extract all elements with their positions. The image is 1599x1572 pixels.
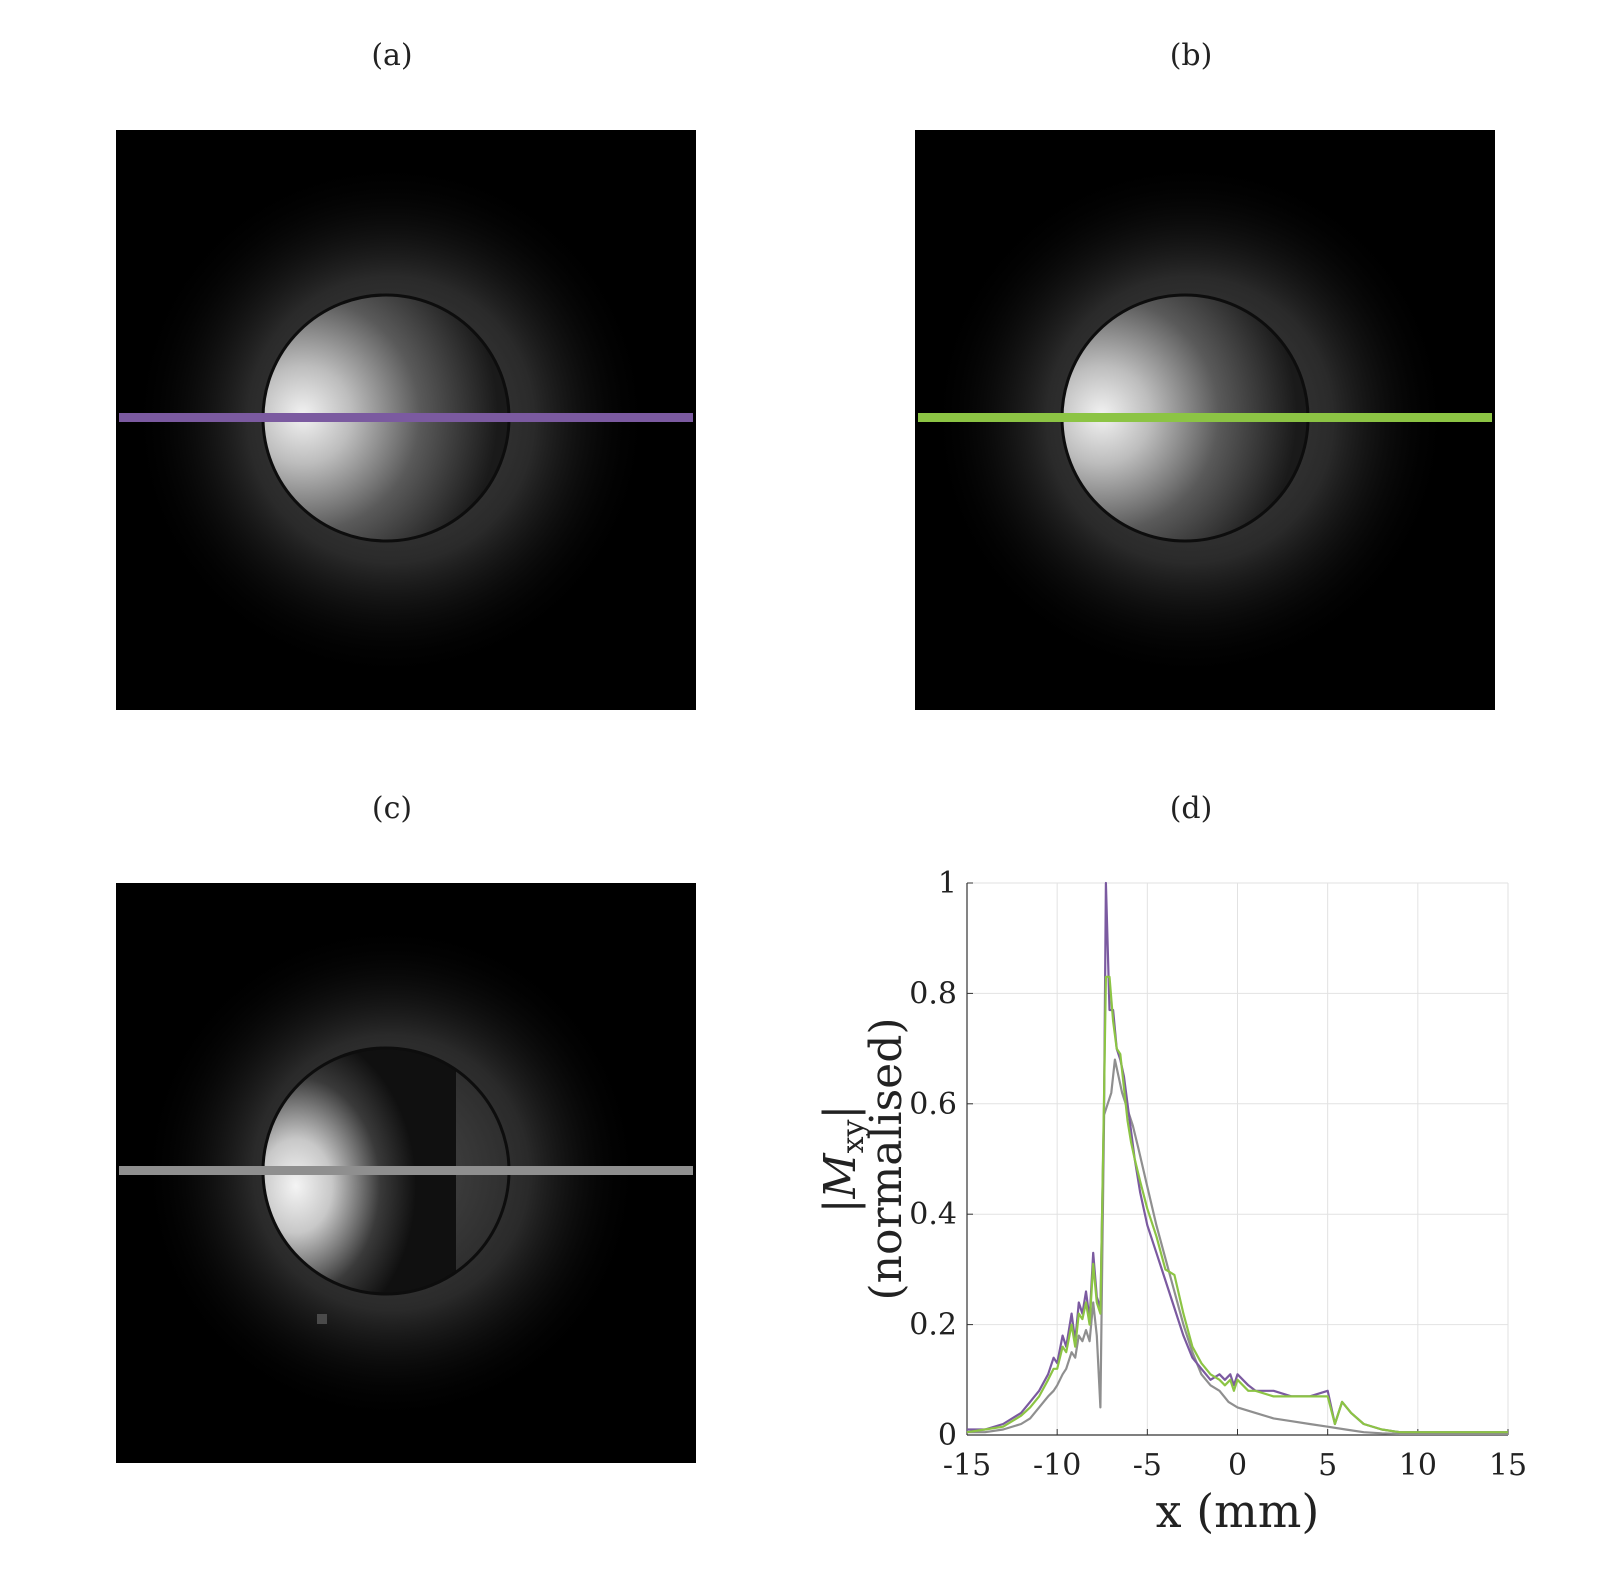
x-tick-label: -5 <box>1133 1448 1162 1483</box>
panel-label-d: (d) <box>1169 791 1213 826</box>
x-tick-label: 15 <box>1489 1448 1527 1483</box>
x-tick-label: -15 <box>943 1448 991 1483</box>
profile-plot: -15 -10 -5 0 5 10 15 0 0.2 0.4 0.6 0.8 1 x (mm) |Mxy|(… <box>815 866 1527 1538</box>
mri-image-a <box>116 130 696 710</box>
y-axis-label-symbol: |Mxy| <box>815 1105 871 1214</box>
profile-line-green <box>918 413 1492 422</box>
x-axis-label: x (mm) <box>1156 1484 1320 1538</box>
y-tick-label: 0.6 <box>909 1087 957 1122</box>
y-tick-label: 0.4 <box>909 1197 957 1232</box>
y-tick-label: 0.2 <box>909 1308 957 1343</box>
profile-line-purple <box>119 413 693 422</box>
series-line-1 <box>966 975 1508 1434</box>
x-tick-label: -10 <box>1033 1448 1081 1483</box>
panel-label-b: (b) <box>1169 38 1213 73</box>
mri-image-c <box>116 883 696 1463</box>
y-tick-label: 0.8 <box>909 976 957 1011</box>
mri-image-b <box>915 130 1495 710</box>
y-tick-label: 0 <box>938 1418 957 1453</box>
x-tick-label: 0 <box>1228 1448 1247 1483</box>
profile-line-gray <box>119 1166 693 1175</box>
panel-label-c: (c) <box>371 791 413 826</box>
panel-label-a: (a) <box>371 38 413 73</box>
x-tick-label: 10 <box>1399 1448 1437 1483</box>
y-axis-label-normalised: (normalised) <box>861 1017 912 1300</box>
y-axis-label: |Mxy|(normalised) <box>815 1017 912 1300</box>
x-tick-label: 5 <box>1318 1448 1337 1483</box>
y-tick-label: 1 <box>938 866 957 901</box>
